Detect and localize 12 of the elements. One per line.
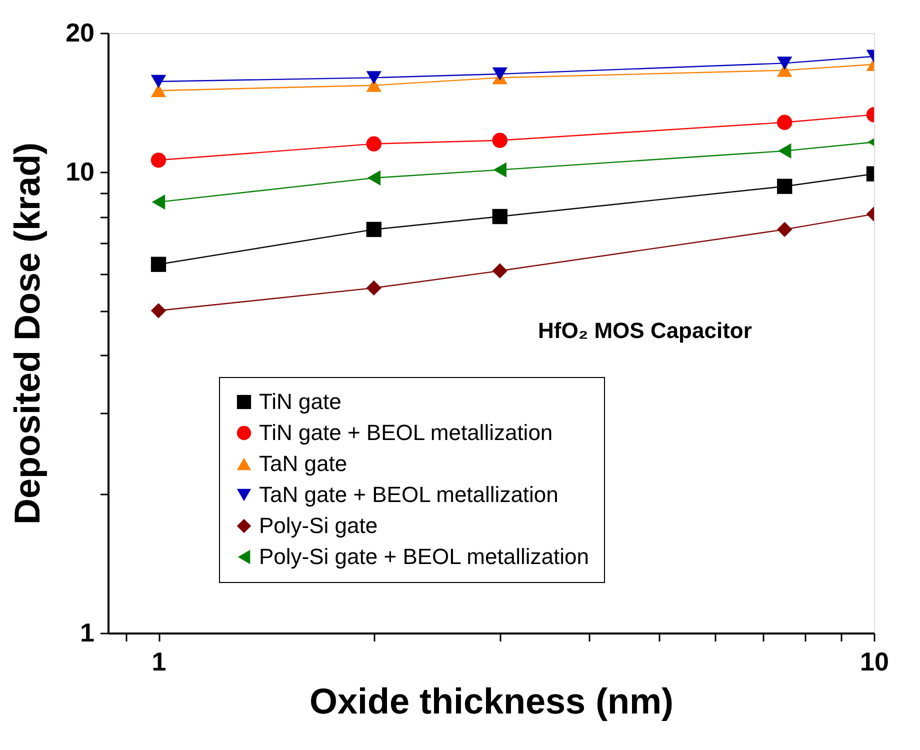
- y-axis-title: Deposited Dose (krad): [6, 142, 48, 525]
- y-tick-label: 20: [66, 18, 94, 48]
- y-tick-label: 1: [80, 618, 94, 648]
- y-tick-label: 10: [66, 156, 94, 186]
- legend-label: TiN gate: [259, 389, 342, 414]
- legend-label: TiN gate + BEOL metallization: [259, 420, 553, 445]
- legend-label: TaN gate + BEOL metallization: [259, 482, 558, 507]
- x-axis-title: Oxide thickness (nm): [309, 680, 674, 722]
- legend-label: Poly-Si gate: [259, 513, 378, 538]
- legend-label: Poly-Si gate + BEOL metallization: [259, 544, 589, 569]
- annotation: HfO₂ MOS Capacitor: [538, 318, 752, 343]
- legend-label: TaN gate: [259, 451, 348, 476]
